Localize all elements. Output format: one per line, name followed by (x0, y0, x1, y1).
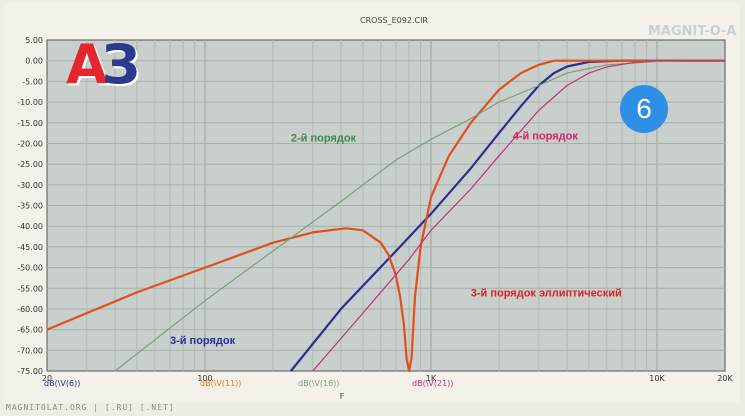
legend-entry: dB(\V(11)) (200, 379, 241, 388)
curve-annotation: 3-й порядок эллиптический (471, 288, 622, 300)
y-tick-label: -55.00 (17, 284, 43, 293)
footer-watermark: MAGNITOLAT.ORG | [.RU] [.NET] (6, 403, 175, 412)
series-line (46, 59, 725, 373)
x-tick-label: 20 (42, 374, 52, 383)
y-tick-label: -70.00 (17, 346, 43, 355)
y-tick-label: -25.00 (17, 160, 43, 169)
x-tick-label: 10K (649, 374, 665, 383)
y-tick-label: -5.00 (22, 77, 43, 86)
legend-entry: dB(\V(21)) (412, 379, 453, 388)
curve-annotation: 4-й порядок (513, 130, 579, 142)
figure-number-badge: 6 (620, 85, 668, 133)
logo-letter-z: З (101, 33, 140, 96)
curve-annotation: 2-й порядок (291, 132, 357, 144)
x-tick-label: 100 (197, 374, 212, 383)
y-tick-label: 0.00 (25, 57, 43, 66)
x-axis-label: F (340, 392, 345, 401)
y-tick-label: -75.00 (17, 367, 43, 376)
y-tick-label: -15.00 (17, 119, 43, 128)
series-line (114, 60, 726, 372)
watermark-text: MAGNIT-O-A (648, 24, 737, 39)
y-tick-label: -20.00 (17, 139, 43, 148)
y-tick-label: -30.00 (17, 181, 43, 190)
y-tick-label: -60.00 (17, 305, 43, 314)
series-line (312, 60, 725, 372)
y-tick-label: -10.00 (17, 98, 43, 107)
chart-title: CROSS_E092.CIR (360, 16, 428, 25)
y-tick-label: -35.00 (17, 202, 43, 211)
legend-entry: dB(\V(6)) (44, 379, 80, 388)
y-tick-label: -45.00 (17, 243, 43, 252)
logo-letter-a: А (66, 33, 108, 96)
x-tick-label: 1K (426, 374, 437, 383)
y-tick-label: -65.00 (17, 326, 43, 335)
y-tick-label: -40.00 (17, 222, 43, 231)
legend-entry: dB(\V(16)) (298, 379, 339, 388)
y-tick-label: 5.00 (25, 36, 43, 45)
curve-annotation: 3-й порядок (170, 335, 236, 347)
az-logo: АЗ (66, 38, 140, 92)
x-tick-label: 20K (717, 374, 733, 383)
y-tick-label: -50.00 (17, 264, 43, 273)
